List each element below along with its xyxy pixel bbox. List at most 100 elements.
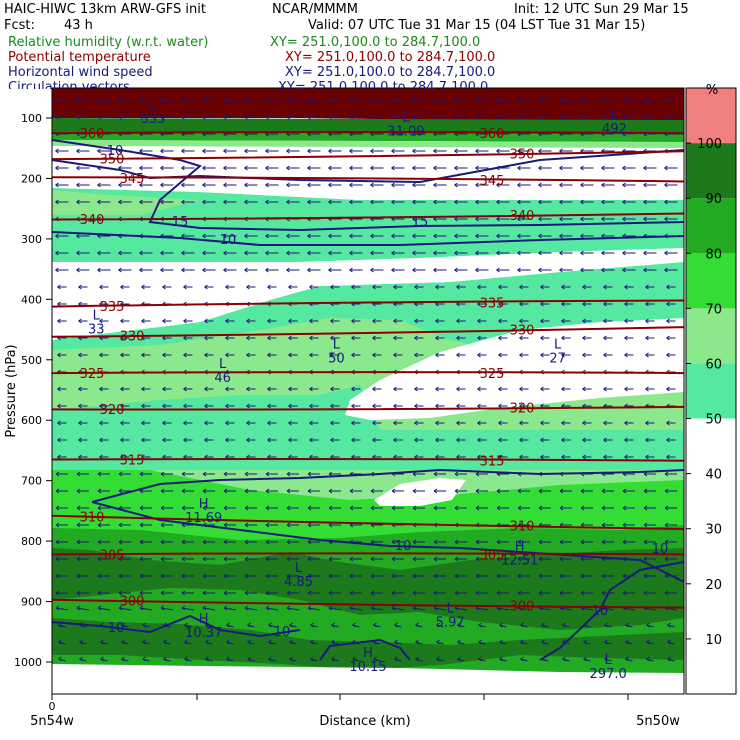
vector-head — [223, 488, 228, 494]
vector-arrow — [267, 386, 277, 392]
wind-label-15: 15 — [172, 215, 189, 230]
vector-arrow — [475, 165, 489, 171]
vector-head — [393, 437, 397, 443]
vector-head — [540, 318, 544, 324]
vector-head — [496, 216, 500, 222]
x-start-label: 5n54w — [30, 714, 74, 729]
vector-shaft — [454, 607, 468, 611]
vector-arrow — [118, 539, 131, 545]
vector-head — [349, 250, 353, 256]
vector-arrow — [391, 182, 405, 188]
vector-arrow — [496, 97, 510, 103]
vector-head — [328, 199, 332, 205]
vector-arrow — [99, 284, 109, 290]
vector-arrow — [139, 522, 152, 528]
vector-head — [624, 284, 628, 290]
plot-frame — [51, 87, 685, 695]
vector-head — [433, 488, 438, 494]
vector-arrow — [139, 590, 152, 596]
vector-head — [202, 199, 206, 205]
vector-head — [646, 656, 650, 662]
vector-head — [310, 656, 314, 662]
vector-arrow — [625, 639, 633, 645]
vector-arrow — [477, 437, 487, 443]
vector-arrow — [244, 182, 258, 188]
vector-head — [160, 250, 164, 256]
vector-head — [267, 335, 271, 341]
vector-head — [436, 639, 440, 645]
vector-head — [645, 335, 649, 341]
vector-head — [139, 267, 143, 273]
vector-arrow — [603, 352, 613, 358]
vector-head — [603, 335, 607, 341]
vector-head — [582, 437, 586, 443]
extremum-H: H — [515, 539, 525, 554]
vector-arrow — [268, 656, 276, 662]
vector-head — [202, 250, 206, 256]
vector-head — [223, 199, 227, 205]
vector-arrow — [309, 284, 319, 290]
vector-head — [309, 335, 313, 341]
vector-arrow — [372, 335, 382, 341]
vector-head — [55, 605, 60, 611]
vector-head — [394, 639, 398, 645]
vector-head — [225, 386, 229, 392]
vector-head — [330, 420, 334, 426]
vector-arrow — [520, 622, 528, 628]
vector-head — [267, 420, 271, 426]
vector-arrow — [349, 114, 363, 120]
vector-head — [307, 539, 312, 545]
vector-arrow — [580, 539, 593, 545]
vector-head — [244, 488, 249, 494]
vector-head — [328, 573, 333, 579]
vector-head — [643, 267, 647, 273]
vector-arrow — [582, 301, 592, 307]
vector-arrow — [328, 114, 342, 120]
vector-head — [267, 284, 271, 290]
vector-head — [666, 301, 670, 307]
vector-arrow — [540, 454, 550, 460]
vector-head — [246, 420, 250, 426]
theta-label-300: 300 — [120, 595, 145, 610]
vector-arrow — [561, 335, 571, 341]
vector-arrow — [223, 114, 237, 120]
vector-head — [160, 488, 165, 494]
vector-arrow — [540, 437, 550, 443]
vector-arrow — [643, 182, 657, 188]
vector-head — [477, 318, 481, 324]
vector-arrow — [603, 335, 613, 341]
vector-arrow — [433, 199, 447, 205]
vector-head — [580, 216, 584, 222]
vector-head — [412, 114, 416, 120]
vector-arrow — [120, 420, 130, 426]
vector-arrow — [580, 233, 594, 239]
vector-arrow — [496, 505, 509, 511]
vector-arrow — [349, 556, 362, 562]
vector-head — [223, 590, 228, 596]
vector-arrow — [118, 488, 131, 494]
vector-arrow — [349, 97, 363, 103]
vector-arrow — [223, 522, 236, 528]
vector-arrow — [412, 488, 425, 494]
vector-head — [454, 488, 459, 494]
vector-head — [601, 114, 605, 120]
vector-head — [76, 590, 81, 596]
vector-arrow — [498, 335, 508, 341]
vector-arrow — [436, 639, 444, 645]
field-name-vectors: Circulation vectors — [8, 80, 130, 89]
vector-arrow — [391, 97, 405, 103]
vector-arrow — [519, 318, 529, 324]
vector-head — [456, 335, 460, 341]
vector-arrow — [604, 656, 612, 662]
vector-head — [99, 386, 103, 392]
vector-head — [225, 403, 229, 409]
vector-head — [118, 573, 123, 579]
vector-head — [286, 471, 291, 477]
vector-head — [100, 639, 104, 645]
vector-arrow — [97, 148, 111, 154]
vector-head — [289, 639, 293, 645]
vector-arrow — [622, 522, 635, 528]
vector-head — [246, 403, 250, 409]
vector-arrow — [57, 386, 67, 392]
vector-head — [435, 403, 439, 409]
